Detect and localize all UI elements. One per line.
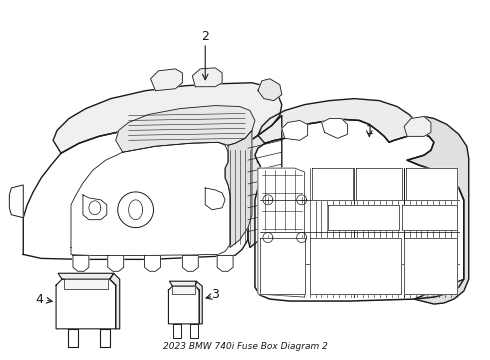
Polygon shape bbox=[196, 281, 202, 324]
Polygon shape bbox=[310, 238, 401, 294]
Polygon shape bbox=[404, 117, 431, 136]
Polygon shape bbox=[217, 255, 233, 271]
Polygon shape bbox=[312, 168, 353, 200]
Polygon shape bbox=[190, 324, 198, 338]
Polygon shape bbox=[150, 69, 182, 91]
Text: 4: 4 bbox=[35, 293, 43, 306]
Polygon shape bbox=[116, 105, 255, 152]
Text: 2: 2 bbox=[201, 30, 209, 42]
Polygon shape bbox=[173, 324, 181, 338]
Polygon shape bbox=[321, 118, 347, 138]
Polygon shape bbox=[172, 286, 196, 294]
Text: 1: 1 bbox=[366, 124, 373, 137]
Polygon shape bbox=[327, 205, 399, 230]
Polygon shape bbox=[402, 205, 457, 230]
Polygon shape bbox=[255, 120, 464, 301]
Polygon shape bbox=[71, 142, 230, 255]
Polygon shape bbox=[23, 123, 248, 260]
Polygon shape bbox=[356, 168, 402, 200]
Polygon shape bbox=[404, 238, 457, 294]
Polygon shape bbox=[182, 255, 198, 271]
Polygon shape bbox=[169, 286, 199, 324]
Polygon shape bbox=[145, 255, 161, 271]
Polygon shape bbox=[73, 255, 89, 271]
Polygon shape bbox=[407, 117, 469, 304]
Polygon shape bbox=[225, 130, 252, 247]
Polygon shape bbox=[108, 255, 123, 271]
Polygon shape bbox=[100, 329, 110, 347]
Polygon shape bbox=[58, 273, 114, 279]
Polygon shape bbox=[110, 273, 120, 329]
Polygon shape bbox=[56, 279, 116, 329]
Polygon shape bbox=[205, 188, 225, 210]
Polygon shape bbox=[83, 195, 107, 220]
Polygon shape bbox=[9, 185, 23, 218]
Polygon shape bbox=[64, 279, 108, 289]
Polygon shape bbox=[258, 99, 419, 143]
Polygon shape bbox=[258, 79, 282, 100]
Text: 3: 3 bbox=[211, 288, 219, 301]
Polygon shape bbox=[238, 116, 282, 247]
Polygon shape bbox=[192, 68, 222, 87]
Polygon shape bbox=[170, 281, 196, 286]
Polygon shape bbox=[260, 238, 305, 294]
Polygon shape bbox=[282, 121, 308, 140]
Text: 2023 BMW 740i Fuse Box Diagram 2: 2023 BMW 740i Fuse Box Diagram 2 bbox=[163, 342, 327, 351]
Polygon shape bbox=[68, 329, 78, 347]
Polygon shape bbox=[406, 168, 457, 200]
Polygon shape bbox=[53, 83, 282, 153]
Polygon shape bbox=[258, 168, 305, 297]
